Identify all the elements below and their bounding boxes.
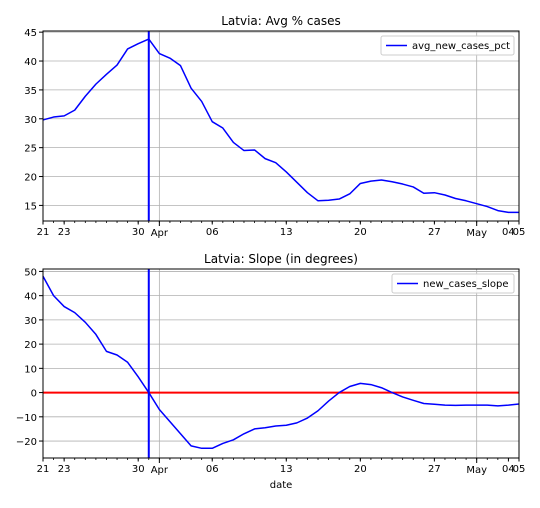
x-tick-label: 06 xyxy=(206,464,219,475)
x-tick-label: 13 xyxy=(280,464,293,475)
x-tick-label: 05 xyxy=(513,464,526,475)
x-tick-label: 21 xyxy=(37,464,50,475)
y-tick-label: 15 xyxy=(24,201,37,212)
x-tick-label: 27 xyxy=(428,464,441,475)
x-tick-label: 23 xyxy=(58,464,71,475)
x-major-tick-label: May xyxy=(466,228,487,239)
x-tick-label: 20 xyxy=(354,227,367,238)
x-tick-label: 06 xyxy=(206,227,219,238)
x-major-tick-label: Apr xyxy=(151,228,169,239)
legend: new_cases_slope xyxy=(392,274,514,293)
y-tick-label: −20 xyxy=(16,437,37,448)
legend: avg_new_cases_pct xyxy=(381,36,514,55)
x-major-tick-label: Apr xyxy=(151,465,169,476)
chart-title: Latvia: Avg % cases xyxy=(221,14,340,28)
legend-label: new_cases_slope xyxy=(423,279,508,290)
y-tick-label: 35 xyxy=(24,86,37,97)
legend-label: avg_new_cases_pct xyxy=(412,41,510,52)
x-tick-label: 30 xyxy=(132,464,145,475)
x-tick-label: 23 xyxy=(58,227,71,238)
y-tick-label: 40 xyxy=(24,57,37,68)
chart-title: Latvia: Slope (in degrees) xyxy=(204,252,358,266)
x-axis-label: date xyxy=(270,480,293,491)
x-tick-label: 30 xyxy=(132,227,145,238)
y-tick-label: 0 xyxy=(31,389,37,400)
y-tick-label: 30 xyxy=(24,316,37,327)
y-tick-label: 20 xyxy=(24,340,37,351)
y-tick-label: 40 xyxy=(24,292,37,303)
x-major-tick-label: May xyxy=(466,465,487,476)
y-tick-label: 10 xyxy=(24,364,37,375)
y-tick-label: 25 xyxy=(24,144,37,155)
y-tick-label: 50 xyxy=(24,267,37,278)
x-tick-label: 20 xyxy=(354,464,367,475)
y-tick-label: −10 xyxy=(16,413,37,424)
plot-area xyxy=(43,269,519,458)
x-tick-label: 27 xyxy=(428,227,441,238)
x-tick-label: 05 xyxy=(513,227,526,238)
y-tick-label: 20 xyxy=(24,173,37,184)
x-tick-label: 21 xyxy=(37,227,50,238)
x-tick-label: 13 xyxy=(280,227,293,238)
y-tick-label: 30 xyxy=(24,115,37,126)
plot-area xyxy=(43,31,519,221)
y-tick-label: 45 xyxy=(24,28,37,39)
